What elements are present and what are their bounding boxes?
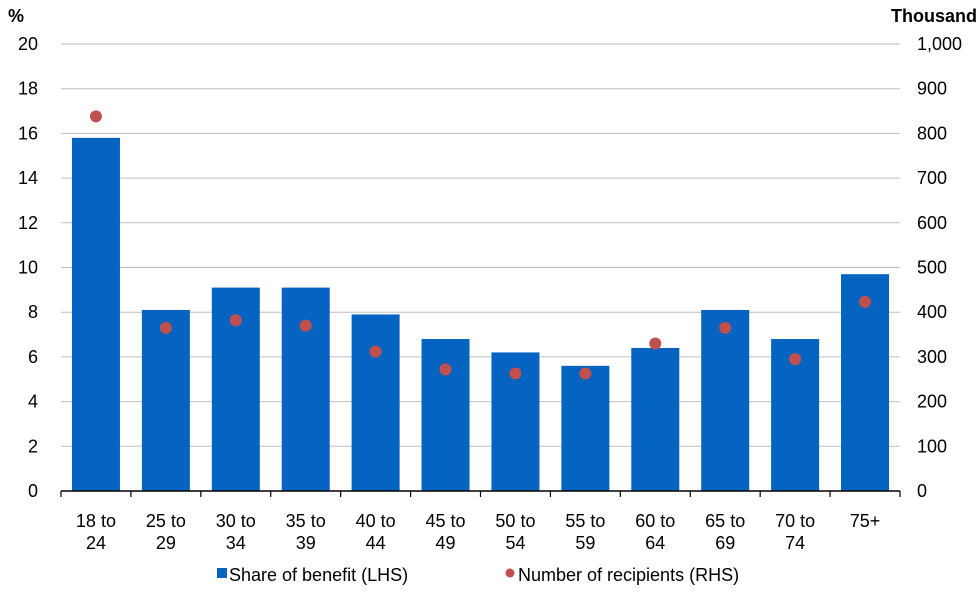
bar — [421, 339, 470, 491]
category-label: 55 to 59 — [565, 511, 605, 553]
right-tick-label: 100 — [917, 436, 947, 456]
bar — [841, 274, 890, 491]
recipient-dot — [299, 319, 312, 332]
right-tick-label: 900 — [917, 79, 947, 99]
left-axis-ticks: 0 2 4 6 8 10 12 14 16 18 20 — [18, 34, 38, 501]
right-axis-ticks: 0 100 200 300 400 500 600 700 800 900 1,000 — [917, 34, 962, 501]
bar — [71, 137, 120, 491]
recipient-dot — [369, 345, 382, 358]
axes — [60, 490, 901, 497]
bar — [701, 309, 750, 491]
dot-series — [89, 110, 872, 380]
recipient-dot — [649, 337, 662, 350]
legend-label-share: Share of benefit (LHS) — [229, 565, 408, 585]
right-tick-label: 600 — [917, 213, 947, 233]
legend-label-recipients: Number of recipients (RHS) — [518, 565, 739, 585]
left-tick-label: 18 — [18, 79, 38, 99]
recipient-dot — [89, 110, 102, 123]
left-tick-label: 4 — [28, 392, 38, 412]
bar — [141, 309, 190, 491]
legend-swatch-bar — [217, 568, 227, 578]
category-label: 18 to 24 — [76, 511, 116, 553]
recipient-dot — [509, 367, 522, 380]
recipient-dot — [859, 295, 872, 308]
recipient-dot — [159, 321, 172, 334]
bar-series — [71, 137, 890, 491]
category-label: 30 to 34 — [216, 511, 256, 553]
category-label: 70 to 74 — [775, 511, 815, 553]
category-labels: 18 to 24 25 to 29 30 to 34 35 to 39 40 to 44 45 to… — [76, 511, 880, 553]
right-tick-label: 200 — [917, 392, 947, 412]
right-axis-unit: Thousand — [891, 6, 977, 26]
right-tick-label: 300 — [917, 347, 947, 367]
legend: Share of benefit (LHS) Number of recipien… — [217, 565, 739, 585]
left-tick-label: 16 — [18, 123, 38, 143]
left-tick-label: 0 — [28, 481, 38, 501]
category-label: 50 to 54 — [495, 511, 535, 553]
recipient-dot — [579, 367, 592, 380]
recipient-dot — [229, 314, 242, 327]
right-tick-label: 0 — [917, 481, 927, 501]
category-label: 45 to 49 — [426, 511, 466, 553]
category-label: 65 to 69 — [705, 511, 745, 553]
right-tick-label: 800 — [917, 123, 947, 143]
category-label: 60 to 64 — [635, 511, 675, 553]
left-tick-label: 12 — [18, 213, 38, 233]
left-axis-unit: % — [8, 6, 24, 26]
recipient-dot — [789, 353, 802, 366]
bar — [351, 314, 400, 491]
legend-swatch-dot — [505, 568, 515, 578]
category-label: 75+ — [850, 511, 881, 531]
bar — [281, 287, 330, 491]
category-label: 25 to 29 — [146, 511, 186, 553]
recipient-dot — [439, 363, 452, 376]
left-tick-label: 6 — [28, 347, 38, 367]
bar — [561, 365, 610, 491]
category-label: 40 to 44 — [356, 511, 396, 553]
left-tick-label: 20 — [18, 34, 38, 54]
right-tick-label: 400 — [917, 302, 947, 322]
left-tick-label: 2 — [28, 436, 38, 456]
right-tick-label: 700 — [917, 168, 947, 188]
bar — [631, 347, 680, 491]
right-tick-label: 1,000 — [917, 34, 962, 54]
left-tick-label: 8 — [28, 302, 38, 322]
recipient-dot — [719, 321, 732, 334]
category-label: 35 to 39 — [286, 511, 326, 553]
left-tick-label: 14 — [18, 168, 38, 188]
right-tick-label: 500 — [917, 258, 947, 278]
left-tick-label: 10 — [18, 258, 38, 278]
gridlines — [61, 43, 900, 447]
